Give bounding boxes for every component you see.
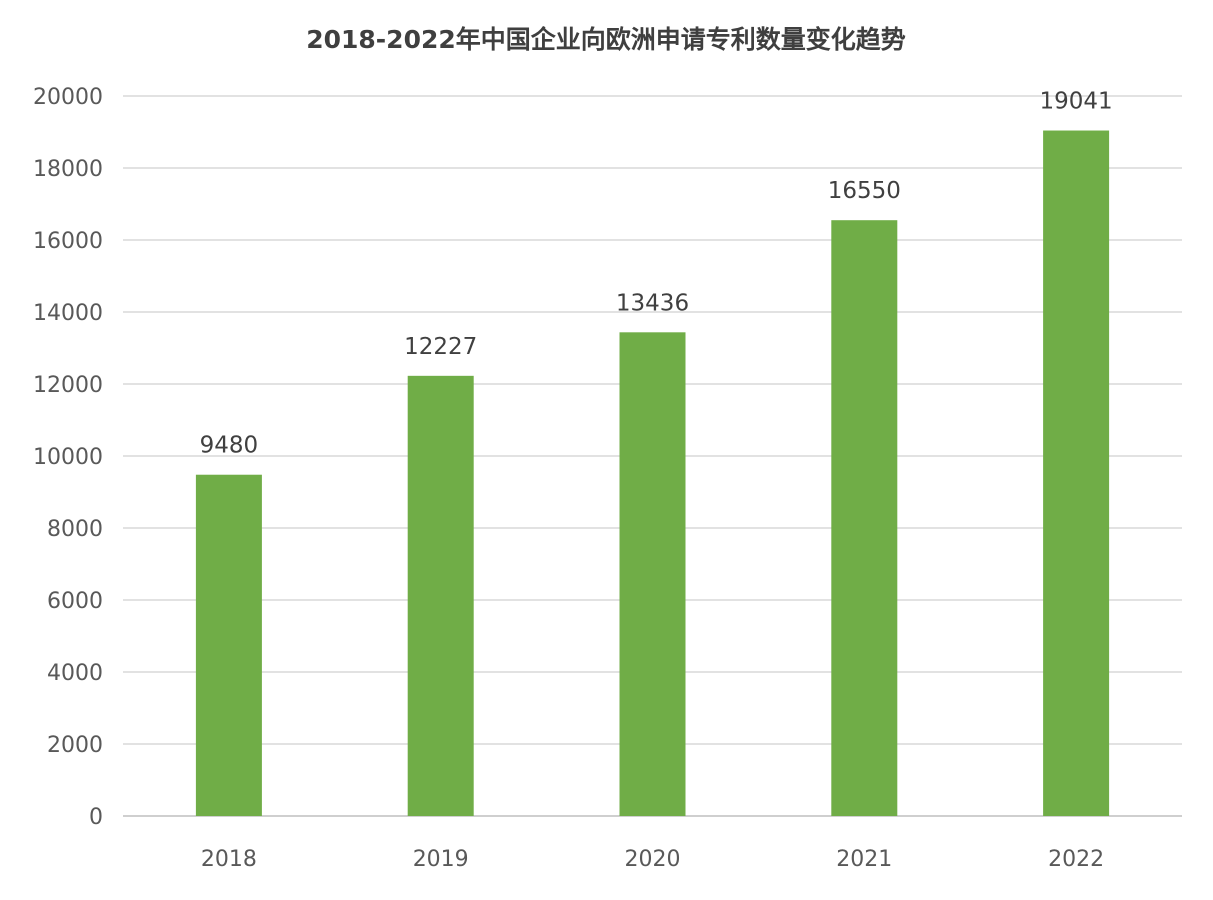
y-tick-label: 16000 [33, 229, 103, 254]
y-tick-label: 20000 [33, 85, 103, 110]
y-tick-label: 2000 [47, 733, 103, 758]
y-tick-label: 6000 [47, 589, 103, 614]
bar-2019 [407, 375, 474, 816]
x-tick-label: 2019 [413, 847, 469, 872]
y-axis-tick-labels: 0 2000 4000 6000 8000 10000 12000 14000 16000 180… [33, 85, 103, 830]
bar-2022 [1043, 130, 1110, 817]
data-label: 13436 [616, 290, 689, 316]
bars [195, 130, 1110, 817]
y-tick-label: 0 [89, 805, 103, 830]
data-label: 16550 [828, 178, 901, 204]
chart-title: 2018-2022年中国企业向欧洲申请专利数量变化趋势 [306, 25, 906, 54]
y-tick-label: 10000 [33, 445, 103, 470]
x-tick-label: 2018 [201, 847, 257, 872]
data-label: 9480 [200, 433, 259, 459]
bar-2020 [619, 332, 686, 816]
y-tick-label: 4000 [47, 661, 103, 686]
bar-2018 [195, 474, 262, 816]
y-tick-label: 12000 [33, 373, 103, 398]
data-label: 19041 [1040, 89, 1113, 115]
data-labels: 9480 12227 13436 16550 19041 [200, 89, 1113, 459]
y-tick-label: 8000 [47, 517, 103, 542]
bar-2021 [831, 220, 898, 816]
data-label: 12227 [404, 334, 477, 360]
x-axis-tick-labels: 2018 2019 2020 2021 2022 [201, 847, 1104, 872]
x-tick-label: 2020 [625, 847, 681, 872]
x-tick-label: 2021 [836, 847, 892, 872]
y-tick-label: 14000 [33, 301, 103, 326]
x-tick-label: 2022 [1048, 847, 1104, 872]
y-tick-label: 18000 [33, 157, 103, 182]
